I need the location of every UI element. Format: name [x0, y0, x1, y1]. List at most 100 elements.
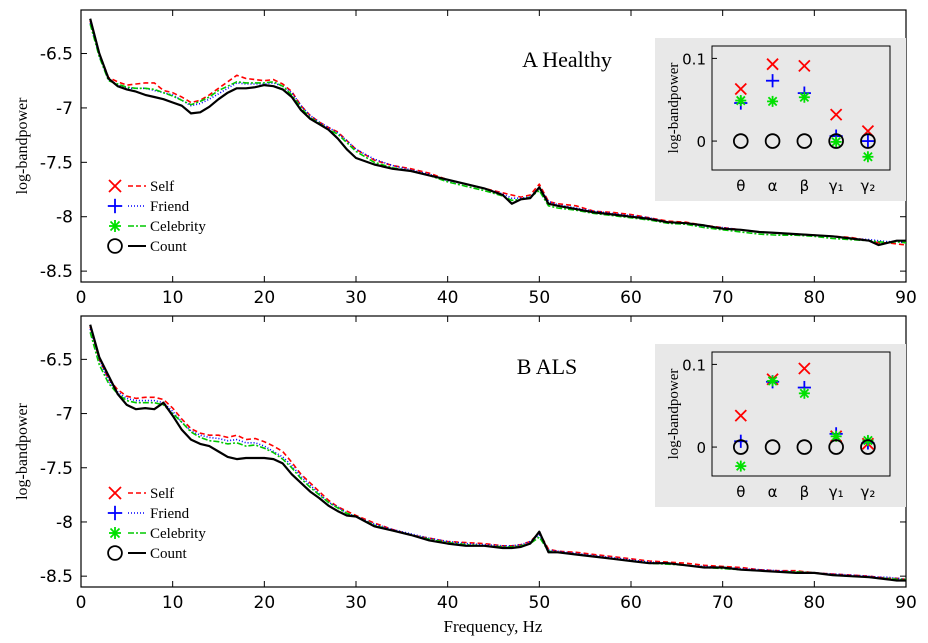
- inset-chart: 0 0.1 θ α β γ₁ γ₂ log-bandpower: [655, 38, 906, 201]
- inset-background: [655, 344, 906, 507]
- y-tick-label: -8: [56, 513, 73, 533]
- inset-point-friend: [861, 134, 875, 148]
- x-tick-label: 10: [162, 288, 184, 308]
- x-tick-label: 50: [529, 288, 551, 308]
- inset-point-self: [734, 82, 747, 96]
- inset-point-count: [828, 439, 844, 455]
- y-tick-label: -8.5: [40, 567, 73, 587]
- panel-als: 0 10 20 30 40 50 60 70 80 90 -6.5 -7 -7.5 -8 -8.5 log-b…: [14, 315, 917, 613]
- legend-label: Celebrity: [150, 219, 206, 235]
- legend-label: Friend: [150, 199, 190, 215]
- x-tick-label: 20: [254, 288, 276, 308]
- legend-label: Self: [150, 179, 174, 195]
- inset-x-tick-label: θ: [736, 177, 745, 195]
- legend: Self Friend Celebrity Count: [107, 179, 206, 255]
- inset-frame: [711, 45, 891, 171]
- x-tick-label: 50: [529, 593, 551, 613]
- series-line-count: [89, 324, 906, 582]
- y-tick-label: -7: [56, 99, 73, 119]
- inset-y-tick-label: 0: [696, 439, 706, 457]
- inset-background: [655, 38, 906, 201]
- x-tick-label: 0: [76, 288, 87, 308]
- legend-marker-self: [108, 486, 122, 500]
- inset-x-tick-label: γ₂: [860, 483, 875, 501]
- inset-point-self: [798, 362, 811, 375]
- inset-point-count: [796, 439, 813, 455]
- x-tick-label: 40: [437, 593, 459, 613]
- inset-x-tick-label: θ: [736, 483, 745, 501]
- inset-point-self: [734, 409, 747, 422]
- legend-marker-celebrity: [109, 527, 121, 539]
- inset-point-count: [828, 133, 844, 149]
- panel-title: A Healthy: [522, 47, 612, 72]
- legend-marker-count: [107, 238, 123, 254]
- inset-point-celebrity: [798, 91, 810, 103]
- x-tick-label: 80: [804, 593, 826, 613]
- legend: Self Friend Celebrity Count: [107, 486, 206, 562]
- inset-point-celebrity: [798, 387, 810, 399]
- inset-chart: 0 0.1 θ α β γ₁ γ₂ log-bandpower: [655, 344, 906, 507]
- inset-point-celebrity: [767, 375, 779, 387]
- legend-label: Friend: [150, 506, 190, 522]
- inset-x-tick-label: γ₁: [829, 483, 844, 501]
- legend-marker-friend: [107, 505, 123, 521]
- y-tick-label: -6.5: [40, 45, 73, 65]
- legend-marker-self: [108, 179, 122, 193]
- inset-x-tick-label: β: [800, 483, 810, 501]
- y-tick-label: -6.5: [40, 350, 73, 370]
- x-tick-label: 10: [162, 593, 184, 613]
- inset-point-celebrity: [830, 136, 842, 148]
- inset-x-tick-label: γ₁: [829, 177, 844, 195]
- inset-point-count: [860, 133, 876, 149]
- y-tick-label: -7: [56, 405, 73, 425]
- series-line-celebrity: [89, 23, 907, 244]
- legend-label: Count: [150, 546, 188, 562]
- panel-title: B ALS: [517, 354, 578, 379]
- inset-point-celebrity: [735, 95, 747, 107]
- x-tick-label: 30: [345, 288, 367, 308]
- legend-marker-count: [107, 545, 123, 561]
- legend-marker-celebrity: [109, 220, 121, 232]
- inset-point-count: [764, 439, 781, 455]
- x-tick-label: 90: [895, 593, 917, 613]
- x-tick-label: 0: [76, 593, 87, 613]
- inset-point-count: [860, 439, 876, 455]
- inset-y-tick-label: 0.1: [682, 50, 706, 68]
- series-line-count: [89, 18, 906, 247]
- x-tick-label: 70: [712, 593, 734, 613]
- inset-y-tick-label: 0.1: [682, 356, 706, 374]
- y-axis-label: log-bandpower: [14, 97, 31, 195]
- inset-y-tick-label: 0: [696, 133, 706, 151]
- x-tick-label: 60: [620, 593, 642, 613]
- x-tick-label: 70: [712, 288, 734, 308]
- inset-point-count: [732, 439, 749, 455]
- inset-x-tick-label: α: [768, 483, 778, 501]
- inset-x-tick-label: β: [800, 177, 810, 195]
- legend-label: Celebrity: [150, 526, 206, 542]
- x-axis-label: Frequency, Hz: [444, 617, 543, 636]
- inset-point-self: [798, 59, 811, 72]
- inset-y-axis-label: log-bandpower: [666, 369, 682, 460]
- y-tick-label: -8.5: [40, 262, 73, 282]
- inset-point-count: [732, 133, 749, 149]
- x-tick-label: 90: [895, 288, 917, 308]
- inset-frame: [711, 351, 891, 477]
- inset-point-friend: [765, 74, 780, 88]
- legend-marker-friend: [107, 198, 123, 214]
- y-axis-label: log-bandpower: [14, 402, 31, 500]
- x-tick-label: 60: [620, 288, 642, 308]
- y-tick-label: -7.5: [40, 153, 73, 173]
- inset-point-self: [766, 58, 779, 71]
- inset-x-tick-label: α: [768, 177, 778, 195]
- series-line-self: [89, 20, 907, 246]
- inset-point-count: [796, 133, 813, 149]
- legend-label: Count: [150, 239, 188, 255]
- y-tick-label: -8: [56, 208, 73, 228]
- inset-point-celebrity: [767, 95, 779, 107]
- x-tick-label: 30: [345, 593, 367, 613]
- panel-healthy: 0 10 20 30 40 50 60 70 80 90 -6.5 -7 -7.5 -8 -8.5 log-b…: [14, 9, 917, 308]
- inset-x-tick-label: γ₂: [860, 177, 875, 195]
- inset-point-self: [830, 108, 843, 121]
